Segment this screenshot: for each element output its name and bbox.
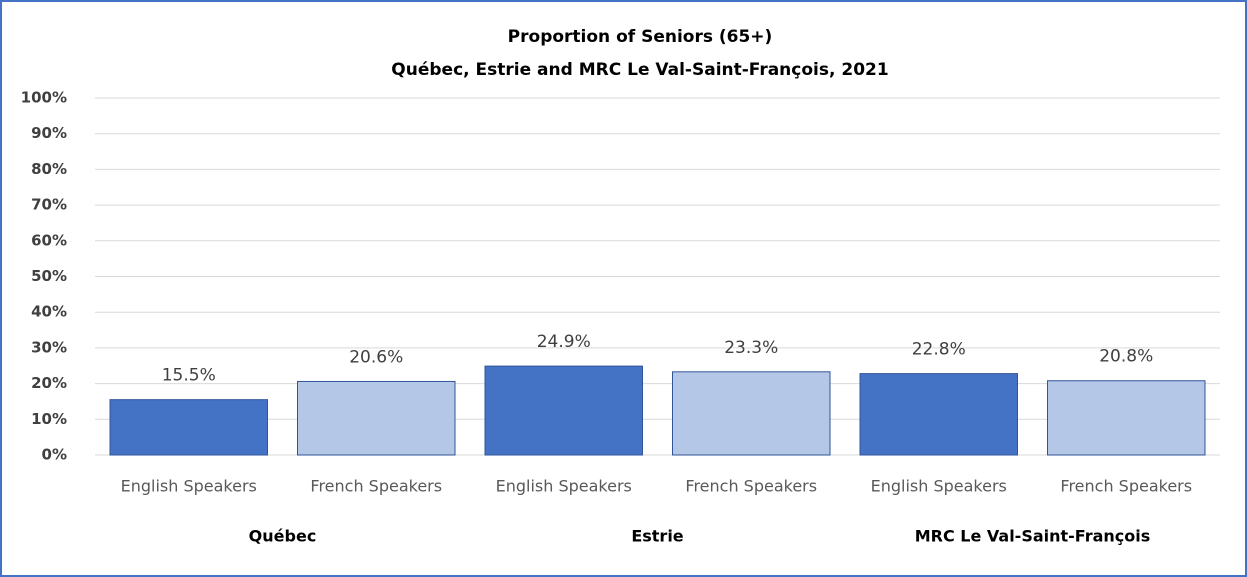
y-tick-label: 40%: [31, 303, 67, 321]
x-tick-label: English Speakers: [871, 477, 1007, 496]
group-label: Québec: [249, 527, 317, 546]
x-tick-label: English Speakers: [496, 477, 632, 496]
group-label: Estrie: [631, 527, 683, 546]
bar: [672, 371, 831, 456]
bar: [484, 365, 643, 456]
y-tick-label: 30%: [31, 338, 67, 356]
bar: [1047, 380, 1206, 456]
y-tick-label: 90%: [31, 124, 67, 142]
y-tick-label: 10%: [31, 410, 67, 428]
data-label: 23.3%: [724, 338, 778, 358]
data-label: 20.6%: [349, 347, 403, 367]
bar: [109, 399, 268, 456]
y-tick-label: 50%: [31, 267, 67, 285]
y-tick-label: 60%: [31, 231, 67, 249]
x-tick-label: French Speakers: [310, 477, 442, 496]
x-tick-label: English Speakers: [121, 477, 257, 496]
y-tick-label: 100%: [21, 89, 67, 107]
bar: [297, 380, 456, 456]
data-label: 15.5%: [162, 366, 216, 386]
chart-title: Proportion of Seniors (65+): [508, 27, 773, 47]
y-tick-label: 70%: [31, 196, 67, 214]
y-tick-label: 20%: [31, 374, 67, 392]
data-label: 24.9%: [537, 332, 591, 352]
data-label: 22.8%: [912, 340, 966, 360]
chart-subtitle: Québec, Estrie and MRC Le Val-Saint-Fran…: [391, 60, 888, 80]
bar: [859, 373, 1018, 456]
group-label: MRC Le Val-Saint-François: [915, 527, 1151, 546]
x-tick-label: French Speakers: [685, 477, 817, 496]
y-tick-label: 80%: [31, 160, 67, 178]
y-tick-label: 0%: [42, 446, 67, 464]
data-label: 20.8%: [1099, 347, 1153, 367]
x-tick-label: French Speakers: [1060, 477, 1192, 496]
